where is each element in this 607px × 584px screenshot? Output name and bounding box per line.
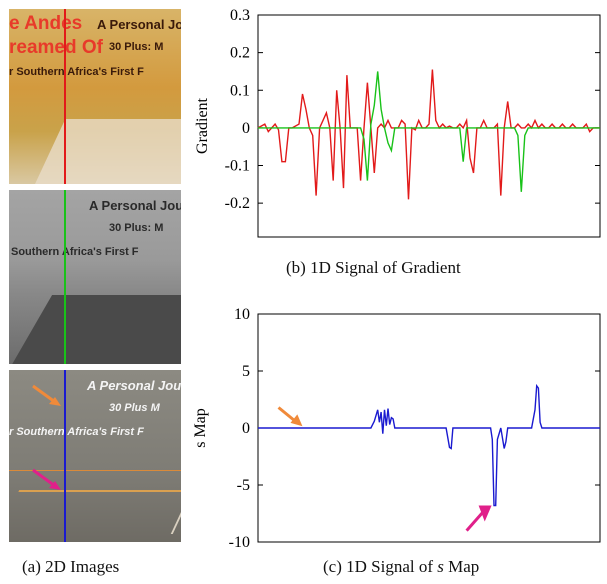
y-tick-label: 5 (242, 363, 250, 380)
caption-c: (c) 1D Signal of s Map (323, 557, 479, 577)
scanline-green (64, 190, 66, 364)
panel-text: 30 Plus M (109, 402, 160, 414)
paper-corner (32, 119, 181, 184)
caption-c-italic: s (437, 557, 444, 576)
y-tick-label: -0.1 (225, 158, 250, 175)
orange-arrow-head-icon (290, 414, 303, 427)
caption-c-prefix: (c) 1D Signal of (323, 557, 438, 576)
magenta-arrow-head-icon (49, 481, 61, 490)
y-axis-label: Gradient (194, 97, 211, 154)
orange-arrow-icon (32, 384, 56, 404)
caption-b: (b) 1D Signal of Gradient (286, 258, 461, 277)
magenta-arrow-icon (32, 468, 56, 488)
plot-frame (257, 14, 601, 238)
edge-line (9, 470, 181, 471)
series-line-0 (257, 69, 600, 200)
smap-chart: 10 5 0 -5 -10 s Map (192, 306, 601, 551)
magenta-arrow-icon (465, 510, 485, 532)
dark-shape (9, 295, 181, 364)
y-tick-label: 10 (234, 306, 250, 323)
image-panel-gray: A Personal Jou 30 Plus: M Southern Afric… (9, 190, 181, 364)
y-tick-label: -10 (229, 534, 250, 551)
series-line-1 (258, 71, 600, 192)
y-tick-label: -5 (237, 477, 250, 494)
panel-text: A Personal Jo (97, 17, 181, 32)
panel-text: Southern Africa's First F (11, 246, 139, 258)
caption-c-suffix: Map (443, 557, 480, 576)
y-tick-label: 0.2 (230, 45, 250, 62)
image-panel-color: e Andes A Personal Jo reamed Of 30 Plus:… (9, 9, 181, 184)
y-tick-label: 0.3 (230, 7, 250, 24)
panel-text: reamed Of (9, 37, 103, 58)
series-line-0 (258, 383, 600, 507)
y-tick-label: 0 (242, 120, 250, 137)
image-panel-smap: A Personal Jou 30 Plus M r Southern Afri… (9, 370, 181, 542)
y-axis-label: s Map (192, 408, 209, 448)
caption-a: (a) 2D Images (22, 557, 120, 576)
gradient-chart: 0.3 0.2 0.1 0 -0.1 -0.2 Gradient (194, 7, 601, 238)
arrows-overlay (32, 384, 61, 490)
panel-text: A Personal Jou (87, 378, 181, 393)
y-tick-label: 0 (242, 420, 250, 437)
panel-text: e Andes (9, 13, 83, 34)
panel-text: 30 Plus: M (109, 41, 164, 53)
y-tick-label: 0.1 (230, 82, 250, 99)
magenta-arrow-head-icon (478, 505, 492, 522)
orange-arrow-head-icon (49, 397, 61, 406)
panel-text: r Southern Africa's First F (9, 426, 144, 438)
panel-text: 30 Plus: M (109, 222, 164, 234)
scanline-blue (64, 370, 66, 542)
scanline-red (64, 9, 66, 184)
panel-text: r Southern Africa's First F (9, 66, 144, 78)
y-tick-label: -0.2 (225, 195, 250, 212)
panel-text: A Personal Jou (89, 198, 181, 213)
